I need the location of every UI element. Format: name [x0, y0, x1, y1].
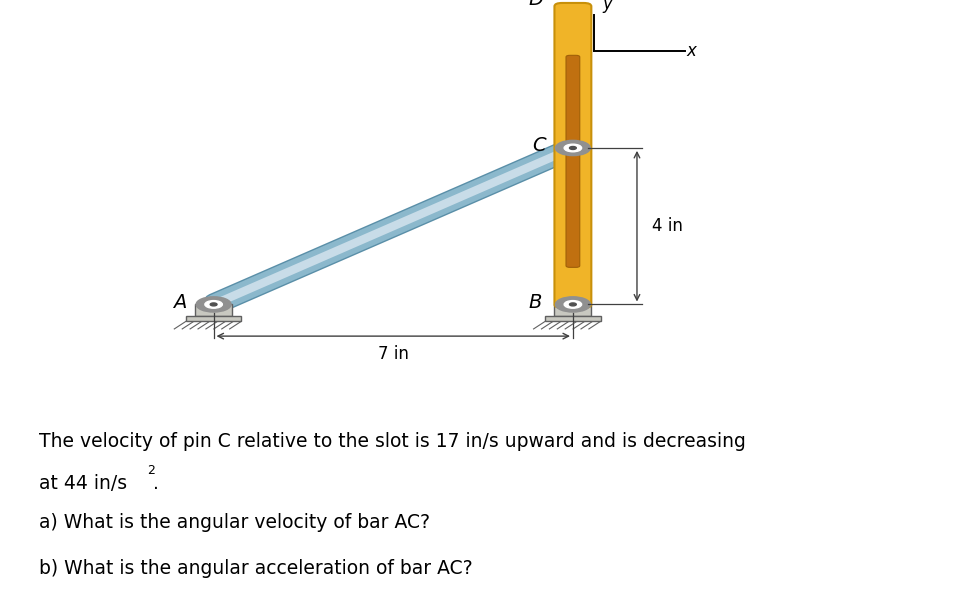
Text: D: D	[529, 0, 544, 9]
Circle shape	[555, 297, 590, 312]
Text: y: y	[602, 0, 612, 13]
Circle shape	[211, 303, 218, 306]
Circle shape	[564, 144, 582, 152]
Text: The velocity of pin C relative to the slot is 17 in/s upward and is decreasing: The velocity of pin C relative to the sl…	[39, 432, 746, 451]
Circle shape	[196, 297, 231, 312]
Text: 4 in: 4 in	[652, 217, 683, 235]
Circle shape	[569, 147, 577, 149]
Text: C: C	[532, 137, 546, 155]
Bar	[554, 304, 591, 316]
Text: 7 in: 7 in	[378, 345, 409, 364]
Bar	[546, 316, 601, 321]
Circle shape	[564, 301, 582, 308]
Text: a) What is the angular velocity of bar AC?: a) What is the angular velocity of bar A…	[39, 513, 430, 532]
FancyBboxPatch shape	[554, 3, 591, 308]
Bar	[195, 304, 232, 316]
Text: B: B	[528, 293, 542, 312]
Text: 2: 2	[148, 464, 155, 477]
Text: .: .	[153, 474, 159, 492]
Text: A: A	[173, 293, 186, 312]
Circle shape	[205, 301, 222, 308]
Circle shape	[555, 140, 590, 156]
Text: x: x	[686, 42, 696, 60]
Text: b) What is the angular acceleration of bar AC?: b) What is the angular acceleration of b…	[39, 559, 473, 577]
Bar	[186, 316, 242, 321]
Text: at 44 in/s: at 44 in/s	[39, 474, 127, 492]
Circle shape	[569, 303, 577, 306]
FancyBboxPatch shape	[566, 56, 580, 268]
